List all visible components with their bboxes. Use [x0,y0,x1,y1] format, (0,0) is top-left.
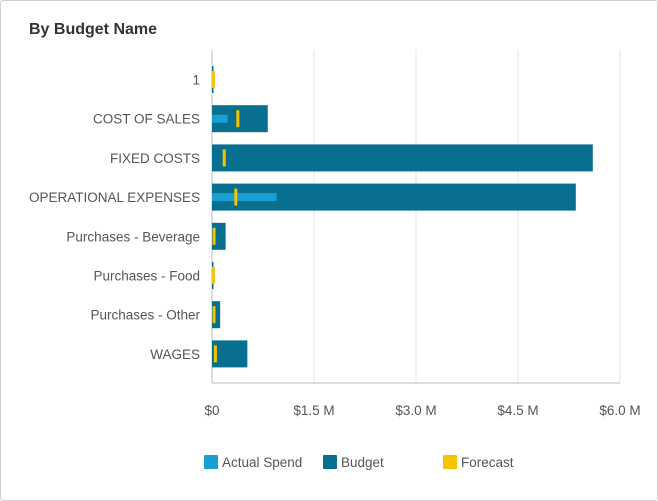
legend-actual-spend-swatch [204,455,218,469]
x-tick-label: $3.0 M [395,403,436,418]
forecast-marker [212,227,216,245]
budget-bar [212,340,248,368]
forecast-marker [211,71,215,88]
legend-forecast-label: Forecast [461,455,514,470]
legend-actual-spend-label: Actual Spend [222,455,302,470]
budget-bar [212,301,221,329]
forecast-marker [234,188,238,206]
forecast-marker [212,306,216,324]
category-label: Purchases - Other [90,308,200,323]
category-label: COST OF SALES [93,112,200,127]
actual-spend-bar [212,193,277,202]
forecast-marker [236,110,240,128]
forecast-marker [213,345,217,363]
forecast-marker [211,267,215,284]
category-label: WAGES [150,347,200,362]
x-tick-label: $4.5 M [497,403,538,418]
legend-forecast-swatch [443,455,457,469]
legend-budget-swatch [323,455,337,469]
actual-spend-bar [212,114,228,123]
category-label: Purchases - Food [93,269,200,284]
category-label: Purchases - Beverage [66,229,200,244]
category-label: 1 [192,73,200,88]
card-title: By Budget Name [29,21,158,38]
category-label: FIXED COSTS [110,151,200,166]
category-label: OPERATIONAL EXPENSES [29,190,200,205]
legend-budget-label: Budget [341,455,384,470]
budget-bar [212,144,593,172]
forecast-marker [222,149,226,167]
x-tick-label: $6.0 M [599,403,640,418]
x-tick-label: $0 [204,403,219,418]
x-tick-label: $1.5 M [293,403,334,418]
